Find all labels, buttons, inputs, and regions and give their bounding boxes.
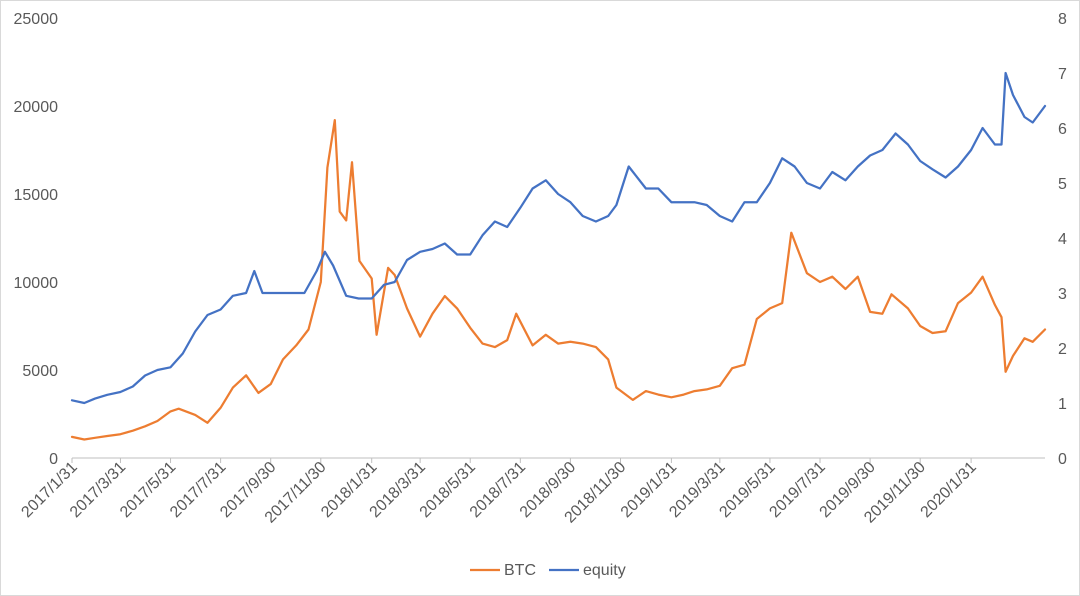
right-axis-tick-label: 8 <box>1058 11 1067 28</box>
right-axis-tick-label: 7 <box>1058 66 1067 83</box>
left-axis-tick-label: 15000 <box>14 187 59 204</box>
series-line-btc <box>70 118 1047 441</box>
left-axis-tick-label: 20000 <box>14 99 59 116</box>
left-axis-tick-label: 5000 <box>22 363 58 380</box>
right-axis-tick-label: 5 <box>1058 176 1067 193</box>
x-axis-ticks <box>71 458 972 463</box>
left-axis-tick-label: 25000 <box>14 11 59 28</box>
legend-label-equity: equity <box>583 562 626 579</box>
left-axis-tick-label: 0 <box>49 451 58 468</box>
right-axis-tick-label: 3 <box>1058 286 1067 303</box>
series-line-equity <box>70 71 1047 405</box>
left-axis-tick-label: 10000 <box>14 275 59 292</box>
legend: BTC equity <box>470 562 626 579</box>
right-axis-tick-labels: 0 1 2 3 4 5 6 7 8 <box>1058 11 1067 468</box>
right-axis-tick-label: 2 <box>1058 341 1067 358</box>
right-axis-tick-label: 6 <box>1058 121 1067 138</box>
legend-label-btc: BTC <box>504 562 536 579</box>
left-axis-tick-labels: 0 5000 10000 15000 20000 25000 <box>14 11 59 468</box>
right-axis-tick-label: 1 <box>1058 396 1067 413</box>
right-axis-tick-label: 0 <box>1058 451 1067 468</box>
series-lines <box>70 71 1047 441</box>
right-axis-tick-label: 4 <box>1058 231 1067 248</box>
